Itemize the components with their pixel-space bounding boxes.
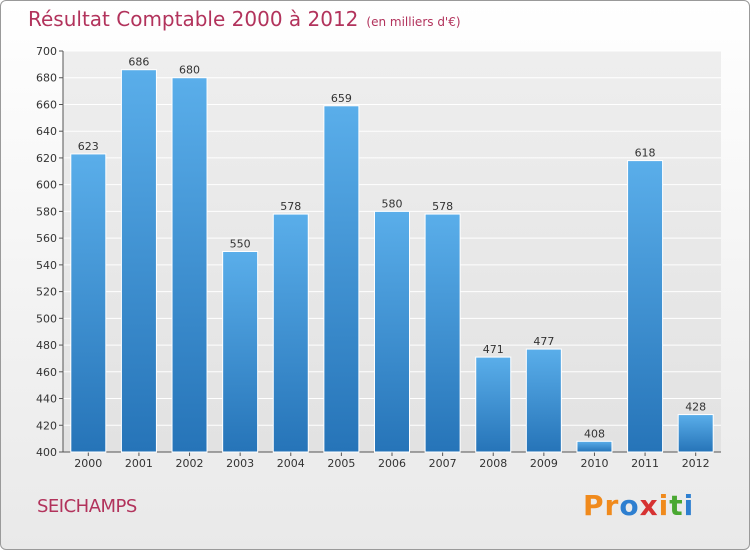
bar-2000 (70, 153, 107, 453)
y-tick-label: 440 (36, 393, 57, 406)
proxiti-logo: Proxiti (583, 489, 694, 522)
bar-2006 (374, 210, 410, 453)
y-tick-label: 640 (36, 125, 57, 138)
x-tick-label: 2008 (479, 457, 507, 470)
logo-letter: t (669, 489, 684, 522)
data-label: 477 (533, 335, 554, 348)
title-text: Résultat Comptable 2000 à 2012 (28, 7, 359, 31)
logo-letter: i (658, 489, 670, 522)
y-tick-label: 560 (36, 232, 57, 245)
x-tick-label: 2010 (580, 457, 608, 470)
y-tick-label: 480 (36, 339, 57, 352)
y-tick-label: 500 (36, 312, 57, 325)
y-tick-label: 580 (36, 205, 57, 218)
data-label: 618 (635, 147, 656, 160)
y-tick-label: 420 (36, 419, 57, 432)
y-tick-label: 600 (36, 179, 57, 192)
bar-2004 (272, 213, 309, 453)
logo-letter: r (604, 489, 620, 522)
bar-2011 (627, 160, 664, 453)
data-label: 428 (685, 401, 706, 414)
x-tick-label: 2002 (176, 457, 204, 470)
bar-2009 (525, 348, 562, 453)
chart-title: Résultat Comptable 2000 à 2012 (en millie… (28, 7, 461, 31)
y-tick-label: 660 (36, 98, 57, 111)
data-label: 578 (280, 200, 301, 213)
bar-2010 (576, 440, 613, 453)
data-label: 659 (331, 92, 352, 105)
x-tick-label: 2001 (125, 457, 153, 470)
y-tick-label: 400 (36, 446, 57, 459)
x-tick-label: 2006 (378, 457, 406, 470)
logo-letter: o (619, 489, 640, 522)
bar-2001 (120, 69, 157, 453)
data-label: 680 (179, 64, 200, 77)
logo-letter: x (639, 489, 659, 522)
x-tick-label: 2007 (429, 457, 457, 470)
bar-2005 (323, 105, 360, 453)
bar-2012 (677, 414, 714, 453)
logo-letter: P (583, 489, 605, 522)
y-tick-label: 520 (36, 286, 57, 299)
data-label: 550 (230, 238, 251, 251)
y-tick-label: 620 (36, 152, 57, 165)
x-tick-label: 2011 (631, 457, 659, 470)
data-label: 580 (382, 197, 403, 210)
bar-2008 (475, 356, 512, 453)
bar-2007 (424, 213, 461, 453)
commune-name: SEICHAMPS (37, 496, 137, 517)
x-tick-label: 2000 (74, 457, 102, 470)
data-label: 686 (128, 56, 149, 69)
data-label: 408 (584, 427, 605, 440)
data-label: 471 (483, 343, 504, 356)
y-tick-label: 680 (36, 72, 57, 85)
logo-letter: i (683, 489, 695, 522)
y-tick-label: 700 (36, 45, 57, 58)
x-tick-label: 2004 (277, 457, 305, 470)
x-tick-label: 2005 (327, 457, 355, 470)
y-tick-label: 460 (36, 366, 57, 379)
x-tick-label: 2003 (226, 457, 254, 470)
data-label: 578 (432, 200, 453, 213)
data-label: 623 (78, 140, 99, 153)
chart-subtitle: (en milliers d'€) (366, 15, 461, 29)
bar-2002 (171, 77, 208, 453)
y-tick-label: 540 (36, 259, 57, 272)
x-tick-label: 2009 (530, 457, 558, 470)
x-tick-label: 2012 (682, 457, 710, 470)
bar-2003 (222, 251, 259, 453)
